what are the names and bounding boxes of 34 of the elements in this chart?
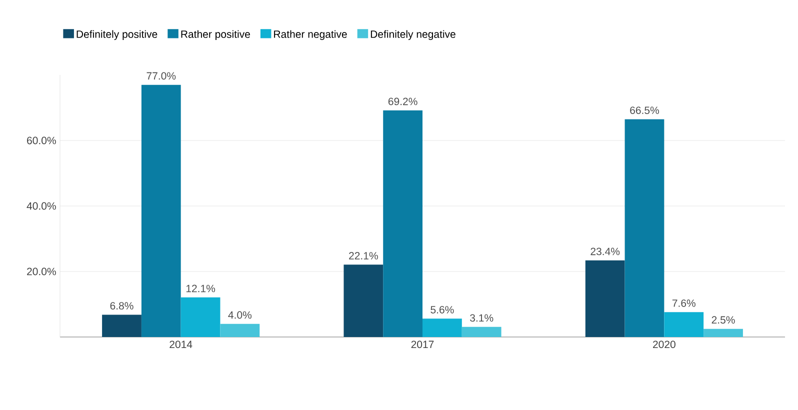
data-label: 6.8% [110,302,134,310]
y-tick-label: 20.0% [27,268,56,276]
bar [422,318,462,337]
data-label: 66.5% [630,106,659,114]
x-tick-label: 2020 [653,340,676,348]
bar [344,264,384,337]
bar [585,260,625,337]
bar [180,297,220,337]
data-label: 23.4% [590,248,620,256]
legend-label: Definitely positive [76,30,158,40]
data-label: 77.0% [146,72,176,80]
data-label: 7.6% [672,299,696,307]
y-tick-label: 40.0% [26,202,56,210]
x-tick-label: 2014 [170,340,192,348]
bar [102,314,142,337]
data-label: 3.1% [470,314,494,322]
data-label: 2.5% [712,316,735,324]
bar [704,328,743,337]
bar [664,312,704,337]
x-tick-label: 2017 [411,340,434,348]
bar [141,84,181,337]
bar [624,119,664,337]
bar [220,324,260,337]
bar [462,326,502,337]
data-label: 69.2% [388,98,418,106]
legend-label: Rather positive [181,30,250,40]
data-label: 5.6% [430,306,454,314]
data-label: 4.0% [228,311,252,319]
data-label: 22.1% [349,252,378,260]
bar [383,110,423,337]
legend-label: Rather negative [274,30,347,40]
data-label: 12.1% [186,284,216,292]
legend-label: Definitely negative [370,30,456,40]
y-tick-label: 60.0% [27,136,56,144]
